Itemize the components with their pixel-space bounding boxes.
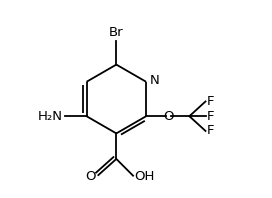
Text: F: F	[207, 95, 215, 108]
Text: H₂N: H₂N	[38, 110, 63, 123]
Text: O: O	[85, 170, 95, 183]
Text: Br: Br	[109, 26, 124, 39]
Text: F: F	[207, 110, 215, 123]
Text: F: F	[207, 125, 215, 137]
Text: N: N	[150, 74, 159, 87]
Text: OH: OH	[134, 170, 154, 183]
Text: O: O	[163, 110, 174, 123]
